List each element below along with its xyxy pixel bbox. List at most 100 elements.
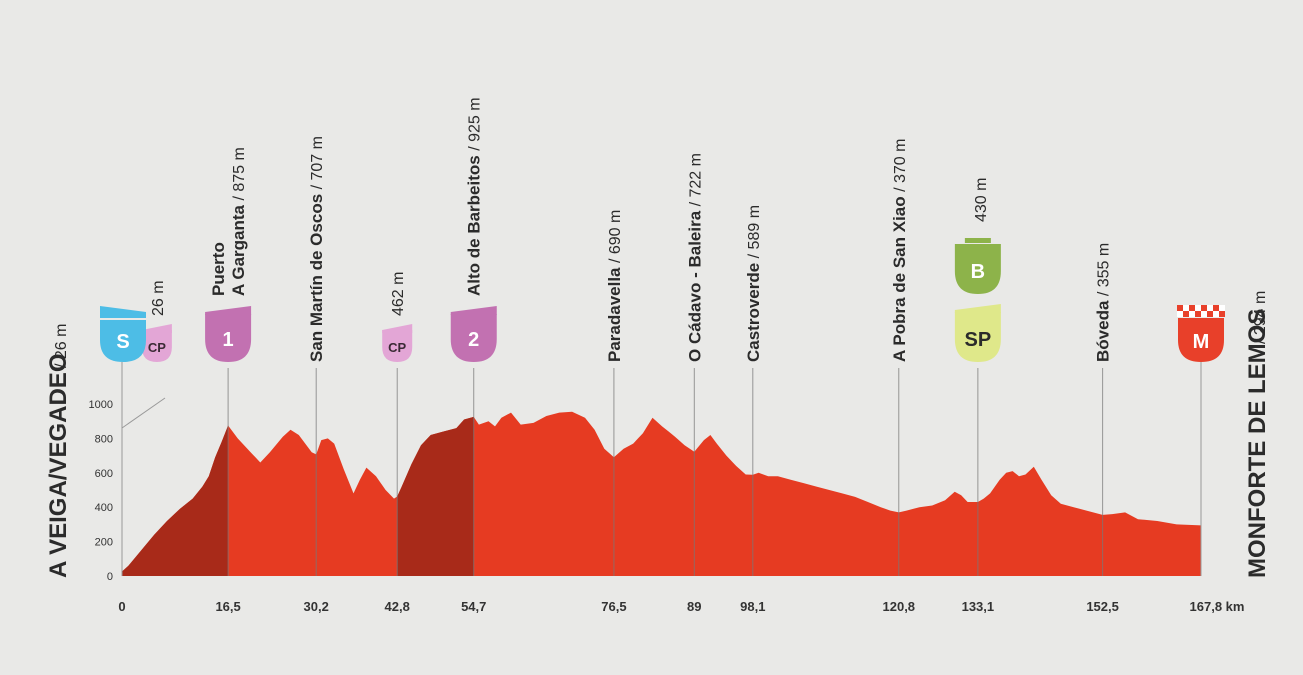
checkpoint-label-0-text: 26 m bbox=[150, 280, 167, 316]
x-tick-label: 89 bbox=[687, 599, 701, 614]
checkpoint-badge-text: CP bbox=[148, 340, 166, 355]
x-tick-label: 76,5 bbox=[601, 599, 626, 614]
finish-name: MONFORTE DE LEMOS bbox=[1244, 309, 1271, 578]
checkpoint-altitude: 462 m bbox=[390, 272, 407, 316]
checker-square bbox=[1177, 305, 1183, 311]
elevation-profile-area bbox=[122, 411, 1201, 576]
checker-square bbox=[1207, 311, 1213, 317]
checkpoint-badge bbox=[141, 330, 172, 362]
climb-badge-tab bbox=[205, 306, 252, 315]
sprint-badge-tab bbox=[954, 304, 1001, 313]
climb-label-4: Alto de Barbeitos / 925 m bbox=[465, 97, 484, 296]
checker-square bbox=[1201, 311, 1207, 317]
place-label-8-text: A Pobra de San Xiao / 370 m bbox=[890, 139, 909, 362]
finish-alt-label: / 294 m bbox=[1252, 291, 1269, 344]
place-label-5-text: Paradavella / 690 m bbox=[605, 210, 624, 362]
y-tick-label: 400 bbox=[95, 502, 113, 514]
checker-square bbox=[1207, 305, 1213, 311]
sprint-badge bbox=[954, 312, 1001, 362]
climb-section-2 bbox=[397, 416, 474, 576]
start-badge: S bbox=[100, 306, 146, 362]
x-tick-label: 98,1 bbox=[740, 599, 765, 614]
checkpoint-badge bbox=[382, 330, 413, 362]
x-tick-label: 152,5 bbox=[1086, 599, 1119, 614]
place-altitude: / 875 m bbox=[231, 147, 248, 205]
place-label-6: O Cádavo - Baleira / 722 m bbox=[685, 153, 704, 362]
climb-label-b-1: A Garganta / 875 m bbox=[229, 147, 248, 296]
checker-square bbox=[1189, 311, 1195, 317]
checker-square bbox=[1213, 311, 1219, 317]
place-label-10-text: Bóveda / 355 m bbox=[1094, 243, 1113, 362]
climb-section-1 bbox=[122, 425, 229, 576]
place-name: Castroverde bbox=[744, 263, 763, 362]
checker-square bbox=[1183, 305, 1189, 311]
start-name: A VEIGA/VEGADEO bbox=[45, 354, 72, 578]
checkpoint-label-3: 462 m bbox=[390, 272, 407, 316]
climb-badge-tab bbox=[450, 306, 497, 315]
place-altitude: / 589 m bbox=[746, 205, 763, 263]
place-name: O Cádavo - Baleira bbox=[685, 210, 704, 362]
finish-badge: M bbox=[1177, 305, 1225, 362]
start-badge-flag bbox=[100, 306, 146, 318]
x-tick-label: 16,5 bbox=[215, 599, 240, 614]
climb-badge-text: 1 bbox=[223, 329, 234, 351]
x-tick-label: 42,8 bbox=[385, 599, 410, 614]
checker-square bbox=[1195, 305, 1201, 311]
checker-square bbox=[1183, 311, 1189, 317]
place-altitude: / 690 m bbox=[607, 210, 624, 268]
x-tick-label: 120,8 bbox=[883, 599, 916, 614]
finish-badge-shield bbox=[1178, 318, 1224, 362]
start-label: A VEIGA/VEGADEO bbox=[45, 354, 72, 578]
x-tick-label: 30,2 bbox=[304, 599, 329, 614]
sprint-label-9-text: 430 m bbox=[973, 178, 990, 222]
sprint-label-9: 430 m bbox=[973, 178, 990, 222]
place-altitude: / 707 m bbox=[309, 136, 326, 194]
place-name: Paradavella bbox=[605, 267, 624, 362]
place-label-2: San Martín de Oscos / 707 m bbox=[307, 136, 326, 362]
place-label-10: Bóveda / 355 m bbox=[1094, 243, 1113, 362]
place-altitude: / 355 m bbox=[1096, 243, 1113, 301]
place-label-2-text: San Martín de Oscos / 707 m bbox=[307, 136, 326, 362]
climb-label-a-1: Puerto bbox=[209, 242, 228, 296]
place-altitude: / 722 m bbox=[687, 153, 704, 211]
checker-square bbox=[1189, 305, 1195, 311]
sprint-altitude: 430 m bbox=[973, 178, 990, 222]
bonus-badge-tab bbox=[964, 238, 991, 243]
place-name: Bóveda bbox=[1094, 300, 1113, 362]
climb-label-b-1-text: A Garganta / 875 m bbox=[229, 147, 248, 296]
place-name: Alto de Barbeitos bbox=[465, 155, 484, 296]
place-label-7: Castroverde / 589 m bbox=[744, 205, 763, 362]
start-altitude: / 26 m bbox=[53, 324, 70, 368]
place-label-8: A Pobra de San Xiao / 370 m bbox=[890, 139, 909, 362]
climb-label-a-1-text: Puerto bbox=[209, 242, 228, 296]
place-name: A Garganta bbox=[229, 204, 248, 296]
x-tick-label: 54,7 bbox=[461, 599, 486, 614]
place-label-5: Paradavella / 690 m bbox=[605, 210, 624, 362]
checker-square bbox=[1219, 305, 1225, 311]
finish-label: MONFORTE DE LEMOS bbox=[1244, 309, 1271, 578]
y-tick-label: 0 bbox=[107, 571, 113, 583]
checkpoint-altitude: 26 m bbox=[150, 280, 167, 316]
bonus-badge-text: B bbox=[971, 261, 985, 283]
place-label-6-text: O Cádavo - Baleira / 722 m bbox=[685, 153, 704, 362]
x-tick-label: 0 bbox=[118, 599, 125, 614]
x-tick-label: 167,8 km bbox=[1190, 599, 1245, 614]
y-tick-label: 1000 bbox=[89, 399, 113, 411]
x-tick-label: 133,1 bbox=[962, 599, 995, 614]
climb-badge-text: 2 bbox=[468, 329, 479, 351]
place-altitude: / 370 m bbox=[892, 139, 909, 197]
place-label-7-text: Castroverde / 589 m bbox=[744, 205, 763, 362]
y-tick-label: 600 bbox=[95, 468, 113, 480]
climb-badge bbox=[205, 314, 252, 362]
y-tick-label: 200 bbox=[95, 537, 113, 549]
checkered-flag-icon bbox=[1177, 305, 1225, 317]
checkpoint-badge-text: CP bbox=[388, 340, 406, 355]
start-connector-line bbox=[121, 397, 166, 429]
checkpoint-label-0: 26 m bbox=[150, 280, 167, 316]
climb-badge bbox=[450, 314, 497, 362]
sprint-badge-text: SP bbox=[965, 329, 992, 351]
place-name: A Pobra de San Xiao bbox=[890, 196, 909, 362]
climb-label-4-text: Alto de Barbeitos / 925 m bbox=[465, 97, 484, 296]
